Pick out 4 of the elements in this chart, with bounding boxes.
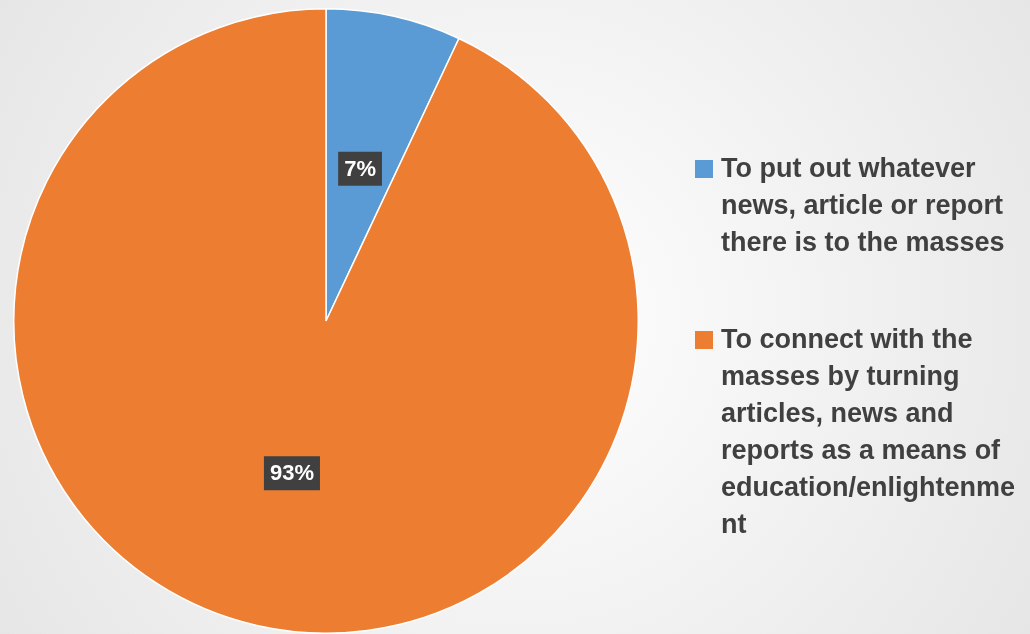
data-label: 93%	[269, 460, 314, 486]
slice-label: To connect with the masses by turning articles, news and reports as a means of education/enlightenment	[721, 323, 1017, 541]
data-label: 7%	[344, 155, 376, 181]
legend-label: To put out whatever news, article or report there is to the masses	[721, 152, 1006, 259]
